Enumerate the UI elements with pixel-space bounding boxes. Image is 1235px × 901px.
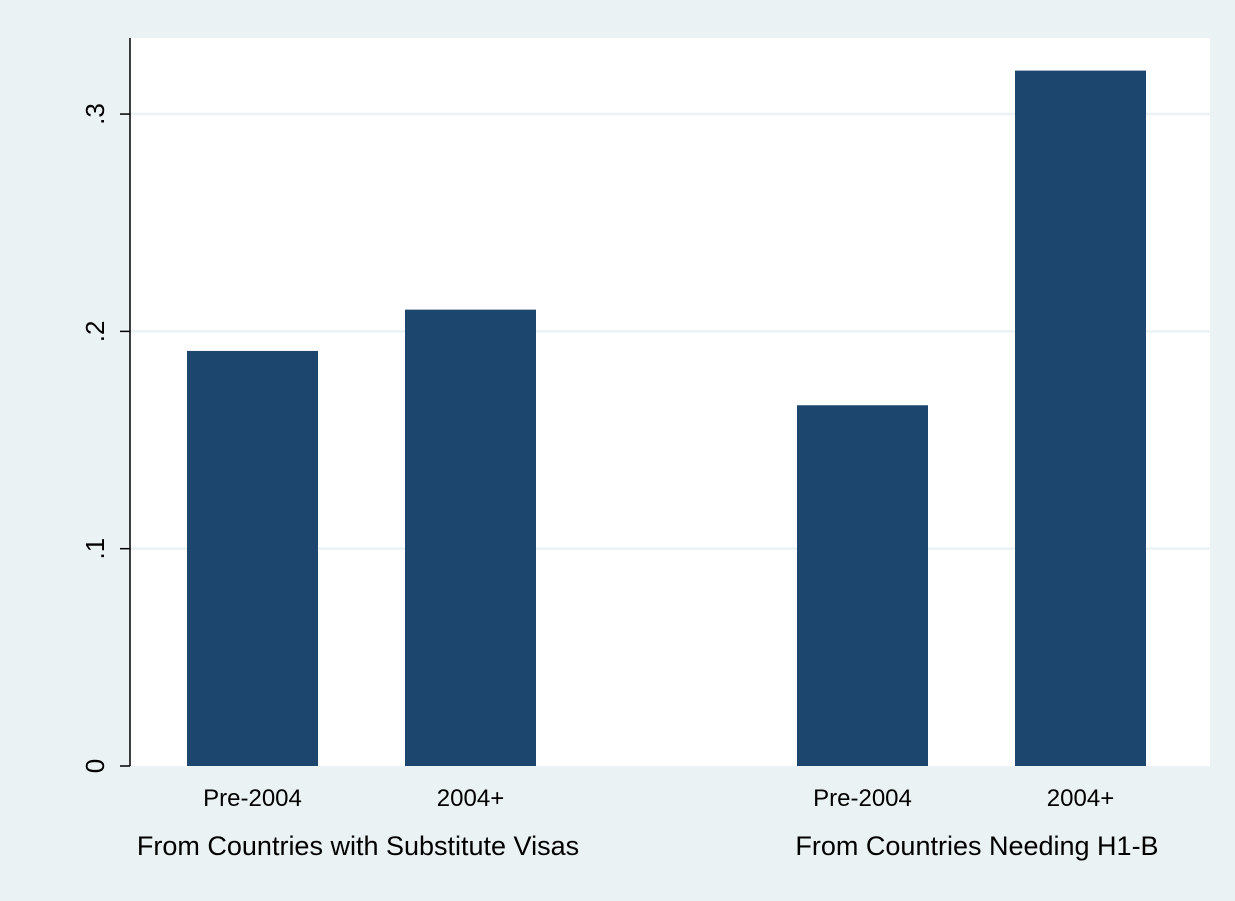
category-label: 2004+ (437, 785, 504, 812)
category-labels: Pre-2004 2004+ From Countries with Substit… (137, 785, 1159, 861)
y-tick-label: .3 (80, 103, 110, 125)
bars (187, 70, 1146, 766)
y-tick-label: .1 (80, 538, 110, 560)
y-axis-ticks: 0 .1 .2 .3 (80, 103, 130, 773)
category-label: Pre-2004 (813, 785, 912, 812)
category-label: Pre-2004 (203, 785, 302, 812)
y-tick-label: .2 (80, 321, 110, 343)
category-label: 2004+ (1047, 785, 1114, 812)
bar (405, 309, 536, 766)
group-label: From Countries Needing H1-B (795, 831, 1158, 861)
y-tick-label: 0 (80, 759, 110, 773)
bar (1015, 70, 1146, 766)
group-label: From Countries with Substitute Visas (137, 831, 579, 861)
bar (187, 350, 318, 766)
bar (797, 405, 928, 766)
